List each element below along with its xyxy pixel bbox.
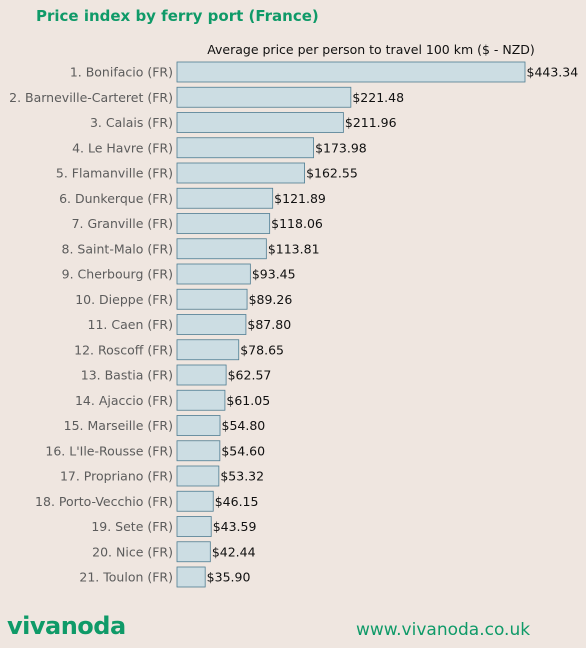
bar-17 bbox=[176, 465, 220, 487]
bar-2 bbox=[176, 86, 352, 108]
chart-subtitle: Average price per person to travel 100 k… bbox=[207, 42, 535, 57]
category-label-1: 1. Bonifacio (FR) bbox=[70, 65, 173, 80]
category-label-7: 7. Granville (FR) bbox=[72, 216, 173, 231]
bar-15 bbox=[176, 415, 221, 436]
category-label-12: 12. Roscoff (FR) bbox=[74, 342, 173, 357]
value-label-17: $53.32 bbox=[220, 469, 264, 484]
bar-20 bbox=[176, 541, 211, 563]
value-label-18: $46.15 bbox=[215, 494, 259, 509]
bar-9 bbox=[176, 263, 251, 285]
value-label-6: $121.89 bbox=[274, 191, 326, 206]
category-label-21: 21. Toulon (FR) bbox=[79, 570, 173, 585]
value-label-12: $78.65 bbox=[240, 342, 284, 357]
value-label-7: $118.06 bbox=[271, 216, 323, 231]
value-label-19: $43.59 bbox=[213, 519, 257, 534]
value-label-4: $173.98 bbox=[315, 140, 367, 155]
bar-19 bbox=[176, 516, 212, 537]
bar-3 bbox=[176, 112, 344, 133]
value-label-13: $62.57 bbox=[228, 368, 272, 383]
value-label-16: $54.60 bbox=[221, 443, 265, 458]
category-label-4: 4. Le Havre (FR) bbox=[72, 140, 173, 155]
value-label-20: $42.44 bbox=[212, 544, 256, 559]
category-label-20: 20. Nice (FR) bbox=[92, 544, 173, 559]
value-label-1: $443.34 bbox=[527, 65, 579, 80]
website-link[interactable]: www.vivanoda.co.uk bbox=[356, 620, 531, 640]
category-label-2: 2. Barneville-Carteret (FR) bbox=[9, 90, 173, 105]
category-label-11: 11. Caen (FR) bbox=[88, 317, 173, 332]
bar-6 bbox=[176, 187, 274, 209]
chart-title: Price index by ferry port (France) bbox=[36, 7, 319, 25]
bar-10 bbox=[176, 288, 248, 310]
value-label-10: $89.26 bbox=[249, 292, 293, 307]
category-label-16: 16. L'Ile-Rousse (FR) bbox=[45, 443, 173, 458]
value-label-8: $113.81 bbox=[268, 241, 320, 256]
bar-4 bbox=[176, 137, 314, 159]
bar-5 bbox=[176, 162, 305, 184]
category-label-17: 17. Propriano (FR) bbox=[60, 469, 173, 484]
category-label-6: 6. Dunkerque (FR) bbox=[59, 191, 173, 206]
bar-14 bbox=[176, 389, 226, 411]
bar-18 bbox=[176, 490, 214, 512]
value-label-11: $87.80 bbox=[247, 317, 291, 332]
category-label-8: 8. Saint-Malo (FR) bbox=[62, 241, 173, 256]
bar-1 bbox=[176, 61, 526, 83]
bar-8 bbox=[176, 238, 267, 260]
category-label-14: 14. Ajaccio (FR) bbox=[75, 393, 173, 408]
category-label-18: 18. Porto-Vecchio (FR) bbox=[35, 494, 173, 509]
category-label-3: 3. Calais (FR) bbox=[90, 115, 173, 130]
category-label-10: 10. Dieppe (FR) bbox=[75, 292, 173, 307]
bar-7 bbox=[176, 213, 271, 234]
category-label-13: 13. Bastia (FR) bbox=[81, 368, 173, 383]
bar-16 bbox=[176, 440, 221, 462]
category-label-9: 9. Cherbourg (FR) bbox=[62, 267, 173, 282]
bar-21 bbox=[176, 566, 206, 588]
bars-group: 1. Bonifacio (FR) $443.34 2. Barneville-Ca… bbox=[9, 61, 579, 588]
category-label-19: 19. Sete (FR) bbox=[91, 519, 173, 534]
value-label-9: $93.45 bbox=[252, 267, 296, 282]
value-label-15: $54.80 bbox=[222, 418, 266, 433]
value-label-3: $211.96 bbox=[345, 115, 397, 130]
bar-13 bbox=[176, 364, 227, 386]
value-label-5: $162.55 bbox=[306, 166, 358, 181]
value-label-2: $221.48 bbox=[352, 90, 404, 105]
bar-12 bbox=[176, 339, 240, 361]
category-label-15: 15. Marseille (FR) bbox=[64, 418, 173, 433]
category-label-5: 5. Flamanville (FR) bbox=[56, 166, 173, 181]
bar-11 bbox=[176, 314, 247, 335]
value-label-14: $61.05 bbox=[226, 393, 270, 408]
vivanoda-logo: vivanoda bbox=[7, 612, 126, 640]
value-label-21: $35.90 bbox=[207, 570, 251, 585]
